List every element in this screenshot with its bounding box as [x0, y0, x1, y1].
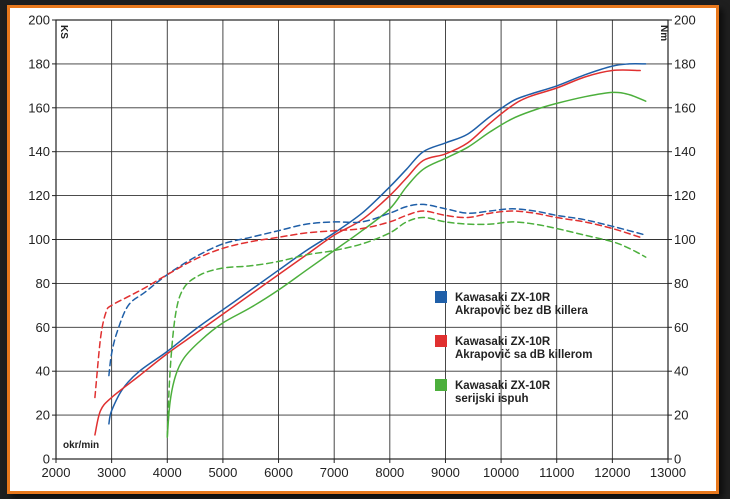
legend-swatch-1 [435, 335, 447, 347]
y-tick-label-left-9: 180 [28, 56, 50, 71]
x-tick-label-9: 11000 [539, 465, 574, 480]
dashed-series-line-4 [94, 210, 641, 399]
plot-border [55, 19, 669, 460]
y-tick-label-right-3: 60 [674, 320, 688, 335]
x-tick-label-3: 5000 [208, 465, 237, 480]
solid-series-line-1 [94, 69, 641, 436]
x-tick-label-7: 9000 [431, 465, 460, 480]
y-tick-label-left-3: 60 [36, 320, 50, 335]
legend-label-1-0: Kawasaki ZX-10R [455, 336, 551, 348]
x-axis-ticks: 2000 3000 4000 5000 6000 7000 8000 9000 10000 110… [42, 459, 686, 480]
solid-series-line-0 [108, 62, 647, 425]
grid [55, 19, 669, 460]
dyno-chart: 2000 3000 4000 5000 6000 7000 8000 9000 10000 110… [28, 13, 695, 481]
x-tick-label-1: 3000 [97, 465, 126, 480]
y-tick-label-right-8: 160 [674, 100, 696, 115]
y-tick-label-right-1: 20 [674, 408, 688, 423]
legend-label-0-1: Akrapovič bez dB killera [455, 305, 589, 317]
right-axis-unit-label: Nm [658, 25, 669, 41]
y-tick-label-left-8: 160 [28, 100, 50, 115]
y-tick-label-left-10: 200 [28, 13, 50, 28]
legend-label-0-0: Kawasaki ZX-10R [455, 292, 551, 304]
x-tick-label-10: 12000 [594, 465, 630, 480]
y-tick-label-left-0: 0 [43, 452, 50, 467]
dashed-series-line-3 [108, 203, 647, 377]
series-group [94, 62, 647, 438]
y-tick-label-left-7: 140 [28, 144, 50, 159]
y-axis-ticks: 0 0 20 20 40 40 60 60 80 80 100 100 120 120 140 140 160 1… [28, 13, 695, 467]
y-tick-label-right-5: 100 [674, 232, 696, 247]
x-tick-label-4: 6000 [264, 465, 293, 480]
legend-label-2-0: Kawasaki ZX-10R [455, 380, 551, 392]
x-tick-label-5: 7000 [320, 465, 349, 480]
x-tick-label-0: 2000 [42, 465, 71, 480]
dashed-series-line-5 [166, 216, 647, 438]
y-tick-label-left-6: 120 [28, 188, 50, 203]
legend-swatch-2 [435, 379, 447, 391]
y-tick-label-left-1: 20 [36, 408, 50, 423]
y-tick-label-right-7: 140 [674, 144, 696, 159]
x-axis-label: okr/min [63, 440, 99, 451]
legend-label-1-1: Akrapovič sa dB killerom [455, 349, 592, 361]
legend-swatch-0 [435, 291, 447, 303]
y-tick-label-right-10: 200 [674, 13, 696, 28]
y-tick-label-left-4: 80 [36, 276, 50, 291]
legend-label-2-1: serijski ispuh [455, 393, 529, 405]
x-tick-label-6: 8000 [375, 465, 404, 480]
chart-frame: 2000 3000 4000 5000 6000 7000 8000 9000 10000 110… [7, 5, 719, 494]
x-tick-label-2: 4000 [153, 465, 182, 480]
x-tick-label-11: 13000 [650, 465, 686, 480]
y-tick-label-right-2: 40 [674, 364, 688, 379]
y-tick-label-right-9: 180 [674, 56, 696, 71]
y-tick-label-right-0: 0 [674, 452, 681, 467]
y-tick-label-right-6: 120 [674, 188, 696, 203]
y-tick-label-right-4: 80 [674, 276, 688, 291]
solid-series-line-2 [166, 91, 647, 438]
y-tick-label-left-5: 100 [28, 232, 50, 247]
left-axis-unit-label: KS [58, 25, 69, 39]
x-tick-label-8: 10000 [483, 465, 519, 480]
y-tick-label-left-2: 40 [36, 364, 50, 379]
